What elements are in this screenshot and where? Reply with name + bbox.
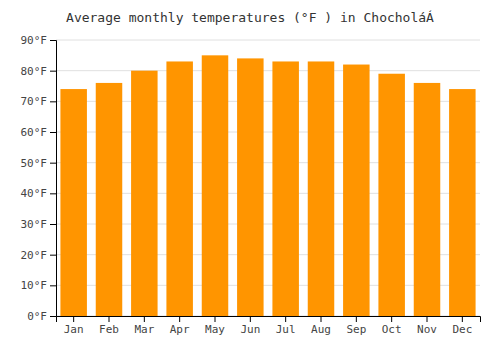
- tick: Nov: [417, 316, 437, 336]
- tick-label: 10°F: [21, 279, 48, 292]
- tick-mark: [50, 316, 56, 317]
- tick-label: Oct: [382, 323, 402, 336]
- tick-label: Feb: [99, 323, 119, 336]
- tick: Feb: [99, 316, 119, 336]
- bar: [272, 61, 299, 316]
- tick-label: 50°F: [21, 157, 48, 170]
- bar: [237, 58, 263, 316]
- tick-mark: [250, 316, 251, 322]
- bar: [202, 55, 229, 316]
- tick-label: Sep: [346, 323, 366, 336]
- bars: [60, 55, 475, 316]
- tick-mark: [50, 132, 56, 133]
- bar: [131, 71, 158, 316]
- tick: Dec: [452, 316, 472, 336]
- tick: May: [205, 316, 225, 336]
- tick-label: Apr: [170, 323, 190, 336]
- tick: 20°F: [21, 249, 57, 262]
- tick-mark: [50, 40, 56, 41]
- tick-mark: [50, 193, 56, 194]
- tick-mark: [391, 316, 392, 322]
- tick: 80°F: [21, 65, 57, 78]
- tick: 50°F: [21, 157, 57, 170]
- grid-line: [56, 70, 480, 71]
- tick-label: Mar: [134, 323, 154, 336]
- chart: Jan Feb Mar Apr May Jun Jul Aug Sep Oct Nov Dec 0°F 1…: [0, 0, 500, 350]
- tick: Jan: [64, 316, 84, 336]
- tick-mark: [50, 163, 56, 164]
- tick-label: 20°F: [21, 249, 48, 262]
- tick-label: Jan: [64, 323, 84, 336]
- tick-label: 0°F: [27, 310, 47, 323]
- tick: Sep: [346, 316, 366, 336]
- tick: Mar: [134, 316, 154, 336]
- tick-label: 70°F: [21, 95, 48, 108]
- grid: [56, 40, 480, 316]
- tick-label: 90°F: [21, 34, 48, 47]
- tick: Jul: [276, 316, 296, 336]
- bar: [414, 83, 441, 316]
- bar: [378, 74, 405, 316]
- tick-label: Jun: [240, 323, 260, 336]
- tick: Aug: [311, 316, 331, 336]
- tick-mark: [50, 101, 56, 102]
- tick-mark: [179, 316, 180, 322]
- bar: [308, 61, 335, 316]
- tick: 0°F: [27, 310, 56, 323]
- tick-label: Jul: [276, 323, 296, 336]
- bar: [96, 83, 123, 316]
- plot-area: Jan Feb Mar Apr May Jun Jul Aug Sep Oct Nov Dec 0°F 1…: [21, 34, 481, 336]
- tick: 60°F: [21, 126, 57, 139]
- tick-mark: [144, 316, 145, 322]
- tick: 40°F: [21, 187, 57, 200]
- y-axis: 0°F 10°F 20°F 30°F 40°F 50°F 60°F 70°F 80°F 90°F: [21, 34, 57, 323]
- bar: [60, 89, 86, 316]
- tick-mark: [109, 316, 110, 322]
- tick: 30°F: [21, 218, 57, 231]
- bar: [166, 61, 193, 316]
- axis-domain: [50, 41, 57, 317]
- x-axis: Jan Feb Mar Apr May Jun Jul Aug Sep Oct Nov Dec: [57, 316, 481, 336]
- tick-mark: [50, 71, 56, 72]
- tick-mark: [462, 316, 463, 322]
- axis-domain: [57, 317, 481, 323]
- tick: 90°F: [21, 34, 57, 47]
- tick: Oct: [382, 316, 402, 336]
- grid-line: [56, 40, 480, 41]
- title: Average monthly temperatures (°F ) in Ch…: [66, 10, 434, 25]
- tick-mark: [285, 316, 286, 322]
- tick: 70°F: [21, 95, 57, 108]
- tick-label: Dec: [452, 323, 472, 336]
- tick-label: May: [205, 323, 225, 336]
- bar: [343, 65, 370, 316]
- tick: 10°F: [21, 279, 57, 292]
- tick: Jun: [240, 316, 260, 336]
- tick-label: 80°F: [21, 65, 48, 78]
- tick-mark: [50, 285, 56, 286]
- tick-label: 60°F: [21, 126, 48, 139]
- tick-mark: [321, 316, 322, 322]
- tick: Apr: [170, 316, 190, 336]
- tick-mark: [215, 316, 216, 322]
- tick-label: Nov: [417, 323, 437, 336]
- tick-mark: [427, 316, 428, 322]
- tick-label: 30°F: [21, 218, 48, 231]
- tick-label: 40°F: [21, 187, 48, 200]
- tick-label: Aug: [311, 323, 331, 336]
- tick-mark: [356, 316, 357, 322]
- tick-mark: [50, 255, 56, 256]
- tick-mark: [73, 316, 74, 322]
- bar: [449, 89, 476, 316]
- tick-mark: [50, 224, 56, 225]
